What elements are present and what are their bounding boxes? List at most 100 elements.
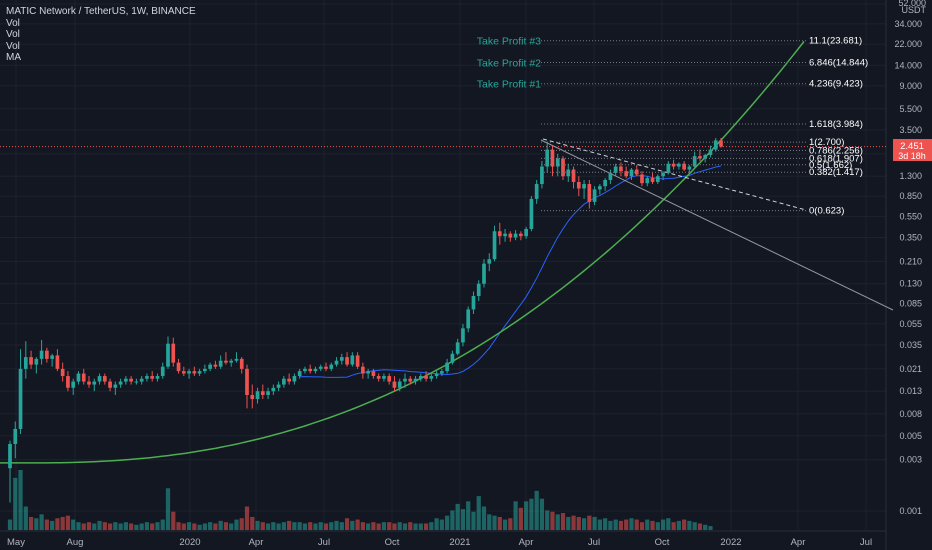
price-tick-label: 0.001 — [899, 506, 922, 516]
parabolic-curve — [0, 41, 805, 464]
price-tick-label: 0.350 — [899, 232, 922, 242]
volume-bar — [629, 518, 634, 530]
candle-body — [598, 186, 602, 190]
indicator-ma[interactable]: MA — [6, 52, 21, 63]
volume-bar — [460, 509, 466, 530]
volume-bar — [271, 522, 276, 530]
price-tick-label: 9.000 — [899, 81, 922, 91]
volume-bar — [455, 503, 460, 530]
candle-body — [203, 368, 207, 372]
candle-body — [345, 357, 349, 365]
descending-trendline — [540, 139, 894, 311]
volume-bar — [208, 522, 213, 530]
candle-body — [619, 166, 623, 172]
candle-body — [450, 353, 455, 363]
price-tick-label: 0.850 — [899, 191, 922, 201]
volume-bar — [60, 516, 65, 530]
volume-bar — [171, 511, 176, 530]
indicator-vol-1[interactable]: Vol — [6, 17, 20, 29]
volume-bar — [576, 516, 581, 530]
volume-bar — [571, 515, 576, 530]
candle-body — [71, 381, 76, 388]
volume-bar — [297, 522, 302, 530]
candle-body — [592, 189, 597, 202]
candle-body — [87, 381, 91, 385]
fib-level-label: 1.618(3.984) — [809, 119, 863, 130]
volume-bar — [581, 518, 587, 530]
candle-body — [334, 360, 339, 365]
volume-bar — [239, 518, 244, 530]
candle-body — [476, 283, 481, 296]
indicator-vol-3[interactable]: Vol — [6, 40, 20, 52]
volume-bar — [545, 510, 550, 530]
take-profit-label: Take Profit #2 — [477, 58, 541, 70]
volume-bar — [502, 519, 508, 530]
volume-bar — [355, 519, 360, 530]
time-tick-label: 2022 — [720, 537, 741, 548]
volume-bar — [308, 522, 313, 530]
volume-bar — [71, 519, 76, 530]
candle-body — [113, 384, 118, 388]
volume-bar — [660, 519, 666, 530]
volume-bar — [413, 523, 418, 530]
candle-body — [503, 233, 507, 237]
time-tick-label: 2020 — [179, 537, 200, 548]
time-tick-label: Apr — [249, 537, 264, 548]
candle-body — [708, 149, 713, 155]
volume-bar — [213, 523, 218, 530]
volume-bar — [392, 523, 397, 530]
price-tick-label: 1.300 — [899, 171, 922, 181]
candle-body — [629, 169, 634, 177]
candle-body — [392, 381, 397, 388]
candle-body — [482, 263, 486, 284]
volume-bar — [376, 523, 381, 530]
candle-body — [229, 360, 234, 363]
price-axis[interactable]: USDT 52.000 34.000 22.000 14.000 9.000 5.500 3… — [894, 0, 926, 516]
time-tick-label: Apr — [519, 537, 534, 548]
volume-bar — [107, 523, 113, 530]
candle-body — [519, 233, 523, 237]
take-profit-label: Take Profit #1 — [477, 79, 541, 91]
candle-body — [613, 166, 618, 173]
time-axis[interactable]: May Aug 2020 Apr Jul Oct 2021 Apr Jul Oct 2022 Apr J… — [7, 537, 872, 548]
trend-lines — [0, 41, 894, 464]
candle-body — [408, 378, 413, 382]
price-tick-label: 0.021 — [899, 364, 922, 374]
volume-bar — [34, 518, 39, 530]
volume-bar — [339, 522, 344, 530]
candle-body — [719, 140, 723, 147]
volume-bar — [476, 496, 481, 530]
candle-body — [145, 376, 149, 379]
current-price-tag: 2.451 3d 18h — [893, 139, 932, 161]
candle-body — [81, 373, 86, 382]
candle-body — [587, 184, 592, 202]
volume-bar — [144, 522, 150, 530]
price-tick-label: 3.500 — [899, 125, 922, 135]
candle-body — [66, 376, 70, 388]
fib-level-label: 4.236(9.423) — [809, 79, 863, 90]
volume-bar — [276, 523, 281, 530]
indicator-vol-2[interactable]: Vol — [6, 29, 20, 40]
fib-extension[interactable]: 11.1(23.681) 6.846(14.844) 4.236(9.423) 1.6… — [477, 36, 868, 217]
time-tick-label: Jul — [588, 537, 600, 548]
candle-body — [266, 391, 270, 395]
volume-bar — [366, 523, 371, 530]
volume-bar — [466, 501, 471, 530]
candle-body — [176, 362, 181, 372]
volume-bar — [313, 523, 318, 530]
grid — [0, 0, 887, 550]
symbol-title[interactable]: MATIC Network / TetherUS, 1W, BINANCE — [6, 6, 196, 17]
candle-body — [624, 171, 629, 177]
candle-body — [397, 381, 402, 388]
price-tick-label: 0.085 — [899, 299, 922, 309]
candle-body — [208, 364, 212, 369]
candle-body — [366, 371, 370, 374]
volume-bar — [13, 477, 18, 530]
candle-body — [18, 368, 23, 429]
volume-bar — [613, 519, 618, 530]
candle-body — [13, 428, 18, 444]
volume-bar — [555, 514, 560, 530]
candle-body — [324, 366, 328, 369]
bar-countdown: 3d 18h — [898, 151, 926, 161]
